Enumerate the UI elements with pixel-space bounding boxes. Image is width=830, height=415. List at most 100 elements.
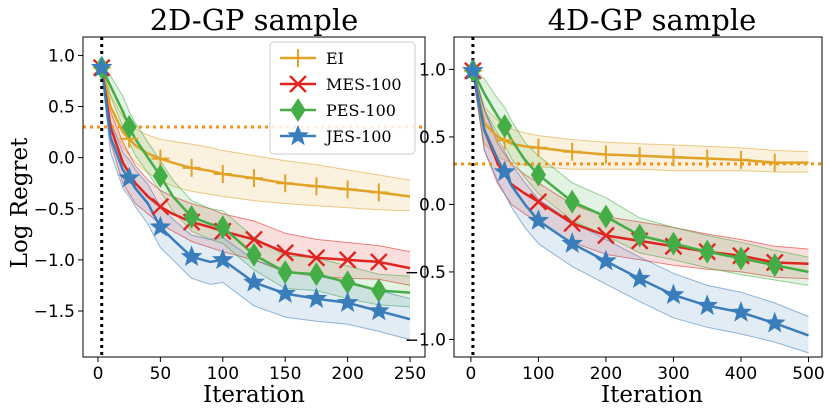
legend-label-pes-100: PES-100 [326, 101, 396, 120]
legend-label-jes-100: JES-100 [324, 127, 392, 146]
x-axis-label: Iteration [203, 382, 305, 408]
marker-jes-100 [493, 160, 516, 182]
x-tick-label: 0 [93, 364, 104, 384]
panel-2d-gp: 2D-GP sample Iteration Log Regret 0 50 100… [7, 3, 426, 408]
marker-pes-100 [564, 189, 580, 214]
legend-box [269, 41, 416, 155]
marker-pes-100 [183, 205, 200, 229]
marker-jes-100 [462, 59, 484, 80]
y-tick-label: 1.0 [419, 60, 446, 80]
marker-mes-100 [369, 253, 388, 271]
legend-marker-pes-100 [290, 98, 306, 122]
marker-pes-100 [215, 215, 231, 240]
marker-jes-100 [211, 248, 234, 270]
marker-pes-100 [246, 242, 262, 267]
marker-jes-100 [527, 209, 550, 230]
marker-ei [182, 158, 201, 177]
band-mes-100 [472, 68, 809, 279]
marker-pes-100 [308, 262, 325, 287]
marker-ei [596, 145, 615, 164]
y-axis-label: Log Regret [7, 137, 33, 268]
marker-jes-100 [243, 270, 265, 292]
band-lower-mes-100 [472, 73, 809, 280]
series-line-mes-100 [471, 70, 809, 266]
y-tick-label: 0.5 [48, 98, 75, 118]
marker-mes-100 [307, 248, 326, 267]
marker-jes-100 [595, 249, 617, 271]
x-tick-label: 100 [207, 364, 239, 384]
y-tick-label: −0.5 [405, 263, 446, 283]
y-tick-label: 0.0 [48, 149, 75, 169]
marker-ei [630, 146, 649, 165]
marker-ei [529, 138, 548, 157]
y-tick-label: −0.5 [34, 200, 75, 220]
y-tick-label: 0.0 [419, 195, 446, 215]
legend-marker-jes-100 [287, 124, 309, 146]
marker-jes-100 [336, 291, 359, 313]
plot-frame [453, 36, 823, 358]
band-upper-pes-100 [101, 64, 411, 277]
band-lower-jes-100 [472, 73, 809, 354]
marker-jes-100 [180, 245, 203, 267]
band-upper-mes-100 [101, 64, 411, 253]
marker-pes-100 [733, 246, 749, 271]
x-tick-label: 250 [394, 364, 426, 384]
marker-jes-100 [90, 56, 113, 77]
band-ei [472, 68, 809, 172]
legend-label-mes-100: MES-100 [326, 75, 402, 94]
legend-marker-mes-100 [289, 75, 307, 93]
x-tick-label: 150 [269, 364, 301, 384]
marker-jes-100 [149, 215, 172, 237]
marker-ei [765, 153, 784, 172]
legend-label-ei: EI [326, 49, 344, 68]
y-tick-label: −1.5 [34, 302, 75, 322]
marker-ei [664, 148, 683, 167]
x-axis-label: Iteration [601, 382, 703, 408]
marker-ei [338, 180, 357, 199]
marker-ei [276, 174, 295, 193]
x-tick-label: 300 [657, 364, 689, 384]
band-ei [101, 64, 410, 211]
marker-pes-100 [530, 162, 546, 187]
panel-4d-gp: 4D-GP sample Iteration 0 100 200 300 400 500 1… [405, 3, 825, 408]
marker-mes-100 [563, 214, 582, 233]
marker-jes-100 [118, 166, 141, 188]
marker-ei [369, 183, 388, 202]
chart-title: 2D-GP sample [150, 3, 359, 37]
marker-jes-100 [628, 267, 651, 288]
band-lower-ei [472, 73, 809, 173]
band-upper-pes-100 [472, 67, 809, 258]
marker-pes-100 [121, 115, 137, 139]
band-lower-jes-100 [101, 70, 411, 341]
marker-pes-100 [767, 253, 783, 278]
marker-ei [731, 150, 750, 169]
marker-jes-100 [367, 299, 390, 321]
x-tick-label: 50 [150, 364, 172, 384]
x-tick-label: 100 [522, 364, 554, 384]
marker-pes-100 [632, 223, 648, 248]
marker-pes-100 [152, 164, 168, 188]
marker-mes-100 [151, 197, 170, 216]
y-tick-label: −1.0 [405, 330, 446, 350]
legend: EI MES-100 PES-100 JES-100 [269, 41, 416, 155]
y-tick-label: 0.5 [419, 128, 446, 148]
y-tick-label: −1.0 [34, 251, 75, 271]
marker-pes-100 [665, 231, 682, 256]
x-tick-label: 200 [331, 364, 363, 384]
marker-jes-100 [662, 283, 685, 305]
plot-frame [82, 36, 426, 358]
marker-mes-100 [338, 251, 357, 269]
legend-marker-ei [289, 49, 307, 67]
x-tick-label: 200 [590, 364, 622, 384]
marker-mes-100 [597, 226, 615, 245]
x-tick-label: 500 [792, 364, 824, 384]
marker-ei [698, 149, 717, 168]
marker-pes-100 [598, 204, 614, 229]
marker-jes-100 [696, 294, 719, 315]
band-mes-100 [101, 64, 410, 286]
y-tick-label: 1.0 [48, 46, 75, 66]
marker-mes-100 [245, 230, 263, 249]
marker-jes-100 [763, 311, 786, 333]
marker-jes-100 [274, 282, 297, 303]
marker-ei [245, 169, 263, 188]
